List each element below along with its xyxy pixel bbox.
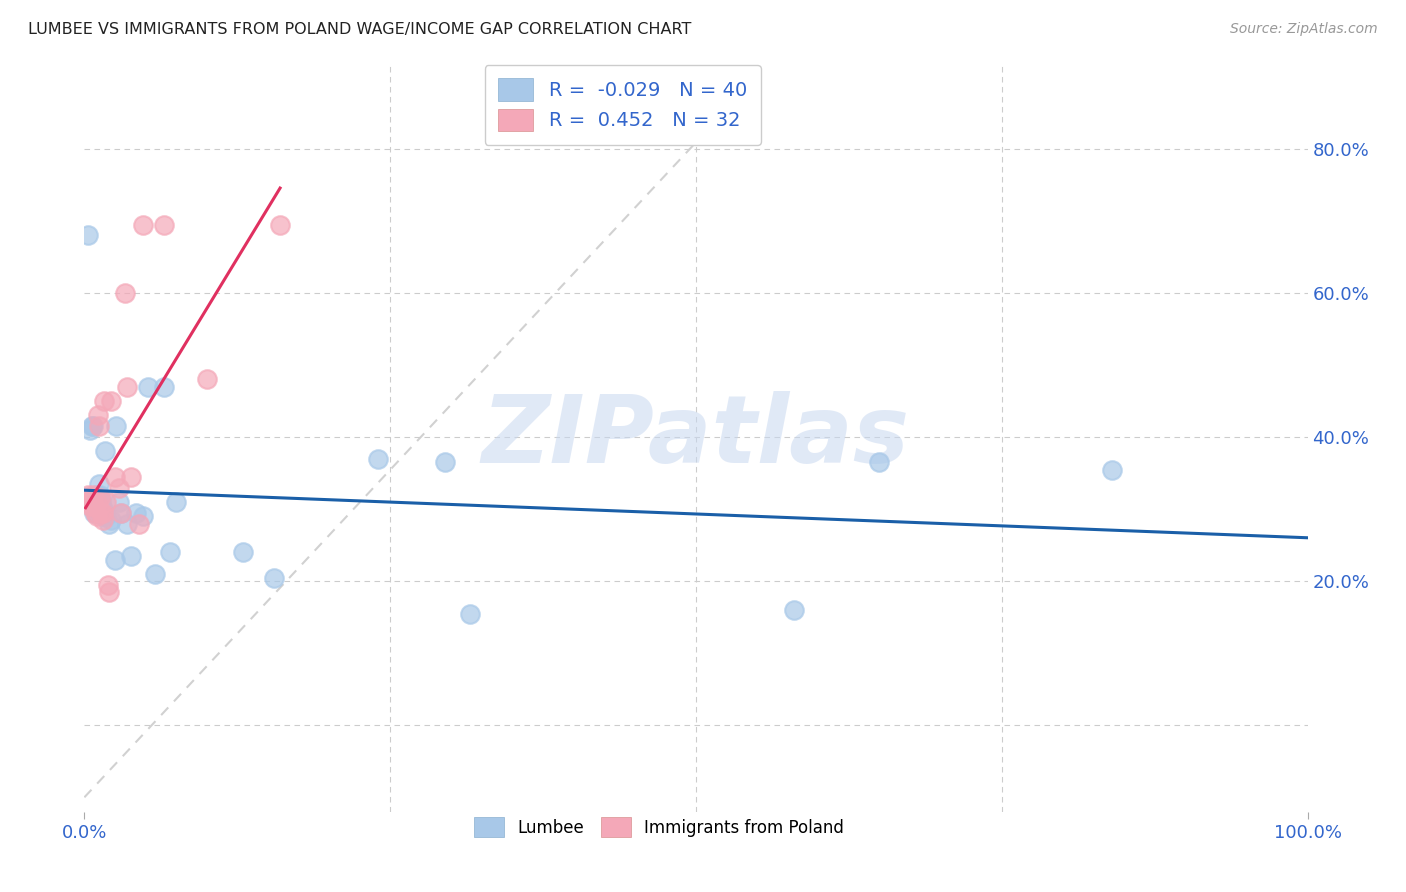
Point	[434, 455, 457, 469]
Point	[153, 379, 176, 393]
Point	[100, 513, 122, 527]
Point	[96, 509, 118, 524]
Point	[128, 516, 150, 531]
Point	[93, 509, 115, 524]
Point	[107, 495, 129, 509]
Text: Source: ZipAtlas.com: Source: ZipAtlas.com	[1230, 22, 1378, 37]
Point	[77, 228, 100, 243]
Point	[232, 545, 254, 559]
Point	[86, 488, 108, 502]
Point	[869, 455, 891, 469]
Point	[107, 481, 129, 495]
Point	[143, 566, 166, 581]
Point	[87, 506, 110, 520]
Point	[90, 495, 112, 509]
Point	[87, 476, 110, 491]
Point	[104, 469, 127, 483]
Point	[783, 603, 806, 617]
Legend: Lumbee, Immigrants from Poland: Lumbee, Immigrants from Poland	[463, 805, 856, 848]
Point	[83, 499, 105, 513]
Point	[82, 419, 104, 434]
Point	[84, 506, 107, 520]
Point	[86, 495, 108, 509]
Point	[80, 419, 103, 434]
Point	[75, 495, 97, 509]
Point	[79, 499, 101, 513]
Point	[82, 488, 104, 502]
Point	[110, 506, 132, 520]
Point	[97, 516, 120, 531]
Point	[132, 218, 155, 232]
Point	[87, 409, 110, 423]
Point	[195, 372, 218, 386]
Point	[93, 394, 115, 409]
Point	[77, 488, 100, 502]
Point	[91, 502, 114, 516]
Point	[165, 495, 187, 509]
Point	[91, 513, 114, 527]
Point	[86, 509, 108, 524]
Point	[367, 451, 389, 466]
Point	[91, 506, 114, 520]
Point	[91, 509, 114, 524]
Point	[159, 545, 181, 559]
Point	[110, 506, 132, 520]
Point	[83, 506, 105, 520]
Point	[120, 469, 142, 483]
Point	[86, 502, 108, 516]
Point	[89, 488, 111, 502]
Point	[94, 444, 117, 458]
Text: ZIPatlas: ZIPatlas	[482, 391, 910, 483]
Point	[89, 491, 111, 506]
Point	[458, 607, 481, 621]
Point	[97, 585, 120, 599]
Point	[115, 379, 138, 393]
Point	[132, 509, 155, 524]
Point	[269, 218, 291, 232]
Point	[125, 506, 148, 520]
Point	[104, 552, 127, 566]
Point	[100, 394, 122, 409]
Point	[114, 285, 136, 300]
Text: LUMBEE VS IMMIGRANTS FROM POLAND WAGE/INCOME GAP CORRELATION CHART: LUMBEE VS IMMIGRANTS FROM POLAND WAGE/IN…	[28, 22, 692, 37]
Point	[77, 495, 100, 509]
Point	[97, 578, 120, 592]
Point	[80, 495, 103, 509]
Point	[79, 423, 101, 437]
Point	[105, 419, 128, 434]
Point	[90, 506, 112, 520]
Point	[84, 495, 107, 509]
Point	[115, 516, 138, 531]
Point	[136, 379, 159, 393]
Point	[153, 218, 176, 232]
Point	[263, 571, 285, 585]
Point	[96, 495, 118, 509]
Point	[1101, 462, 1123, 476]
Point	[87, 419, 110, 434]
Point	[120, 549, 142, 563]
